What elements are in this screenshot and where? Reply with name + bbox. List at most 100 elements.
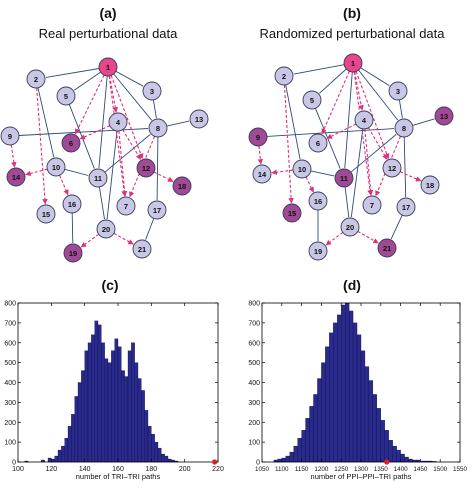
node-label: 12 bbox=[142, 164, 150, 173]
edge-11-8 bbox=[350, 134, 397, 173]
node-circle bbox=[396, 197, 416, 217]
edge-16-19 bbox=[71, 212, 74, 244]
node-circle bbox=[6, 167, 26, 187]
y-tick-label: 600 bbox=[248, 340, 260, 347]
y-tick-label: 500 bbox=[248, 360, 260, 367]
histogram-bar bbox=[127, 350, 132, 463]
node-13: 13 bbox=[189, 109, 209, 129]
node-label: 4 bbox=[362, 116, 367, 125]
node-label: 11 bbox=[94, 174, 102, 183]
panel-c-letter: (c) bbox=[101, 277, 118, 293]
histogram-bar bbox=[97, 324, 102, 463]
edge-1-4 bbox=[354, 71, 364, 111]
edge-1-3 bbox=[115, 70, 144, 87]
node-circle bbox=[132, 239, 152, 259]
node-label: 15 bbox=[42, 210, 50, 219]
edge-17-21 bbox=[390, 215, 403, 240]
node-5: 5 bbox=[302, 90, 322, 110]
edge-20-19 bbox=[80, 233, 100, 248]
node-10: 10 bbox=[46, 157, 66, 177]
node-label: 13 bbox=[195, 115, 203, 124]
histogram-bar bbox=[392, 445, 397, 463]
node-2: 2 bbox=[274, 66, 294, 86]
edge-3-8 bbox=[152, 99, 157, 119]
histogram-bar bbox=[151, 434, 155, 463]
histogram-bar bbox=[81, 370, 85, 463]
histogram-bar bbox=[114, 338, 119, 463]
edge-1-4 bbox=[109, 75, 119, 113]
histogram-bar bbox=[352, 322, 358, 463]
edge-10-14 bbox=[25, 168, 48, 177]
edge-3-8 bbox=[398, 99, 403, 119]
y-tick-label: 800 bbox=[4, 301, 16, 308]
node-10: 10 bbox=[292, 159, 312, 179]
y-tick-label: 200 bbox=[248, 420, 260, 427]
histogram-bar bbox=[305, 418, 310, 463]
histogram-d: 0 100 200 300 400 500 600 700 800 1050 1100 1150 120… bbox=[248, 301, 467, 482]
x-tick-label: 100 bbox=[12, 466, 24, 473]
node-9: 9 bbox=[248, 127, 268, 147]
node-circle bbox=[148, 118, 168, 138]
panel-a-letter: (a) bbox=[99, 5, 116, 21]
node-circle bbox=[142, 81, 162, 101]
histogram-bar bbox=[356, 334, 362, 463]
node-label: 20 bbox=[102, 225, 110, 234]
histogram-bar bbox=[388, 439, 393, 463]
edge-10-11 bbox=[310, 170, 335, 177]
histogram-bar bbox=[364, 366, 370, 463]
histogram-bar bbox=[144, 410, 149, 463]
node-label: 1 bbox=[351, 59, 355, 68]
edge-1-2 bbox=[293, 64, 345, 75]
node-circle bbox=[308, 241, 328, 261]
node-label: 6 bbox=[69, 139, 73, 148]
y-tick-label: 700 bbox=[248, 320, 260, 327]
histogram-bar bbox=[84, 350, 89, 463]
node-8: 8 bbox=[148, 118, 168, 138]
node-4: 4 bbox=[354, 110, 374, 130]
edge-10-16 bbox=[305, 176, 314, 193]
node-15: 15 bbox=[36, 204, 56, 224]
edge-2-15 bbox=[283, 84, 294, 204]
y-tick-label: 0 bbox=[12, 460, 16, 467]
histogram-bar bbox=[124, 376, 129, 463]
histogram-bar bbox=[408, 458, 413, 463]
histogram-bar bbox=[333, 322, 338, 463]
node-17: 17 bbox=[147, 200, 167, 220]
node-label: 9 bbox=[256, 133, 260, 142]
node-circle bbox=[302, 90, 322, 110]
node-12: 12 bbox=[136, 158, 156, 178]
node-18: 18 bbox=[172, 176, 192, 196]
node-19: 19 bbox=[63, 243, 83, 263]
histogram-bar bbox=[301, 430, 306, 463]
histogram-bar bbox=[321, 362, 326, 463]
histogram-bar bbox=[117, 346, 122, 463]
x-tick-label: 1300 bbox=[354, 466, 369, 473]
y-tick-label: 400 bbox=[248, 380, 260, 387]
node-14: 14 bbox=[6, 167, 26, 187]
histogram-bar bbox=[51, 458, 55, 463]
node-label: 16 bbox=[68, 200, 76, 209]
node-circle bbox=[88, 168, 108, 188]
node-3: 3 bbox=[142, 81, 162, 101]
x-tick-label: 1050 bbox=[255, 466, 270, 473]
node-21: 21 bbox=[377, 238, 397, 258]
histogram-bar bbox=[341, 304, 346, 463]
histogram-bar bbox=[289, 451, 294, 463]
edge-4-20 bbox=[106, 130, 118, 220]
x-tick-label: 1400 bbox=[394, 466, 409, 473]
node-circle bbox=[434, 106, 454, 126]
histogram-bar bbox=[313, 394, 318, 463]
node-circle bbox=[382, 158, 402, 178]
edge-4-12 bbox=[122, 129, 142, 160]
node-circle bbox=[377, 238, 397, 258]
edge-4-6 bbox=[79, 125, 111, 140]
node-label: 9 bbox=[8, 132, 12, 141]
edge-17-21 bbox=[145, 218, 155, 240]
histogram-bar bbox=[101, 342, 105, 463]
node-1: 1 bbox=[343, 53, 363, 73]
node-19: 19 bbox=[308, 241, 328, 261]
node-circle bbox=[340, 217, 360, 237]
node-circle bbox=[362, 195, 382, 215]
